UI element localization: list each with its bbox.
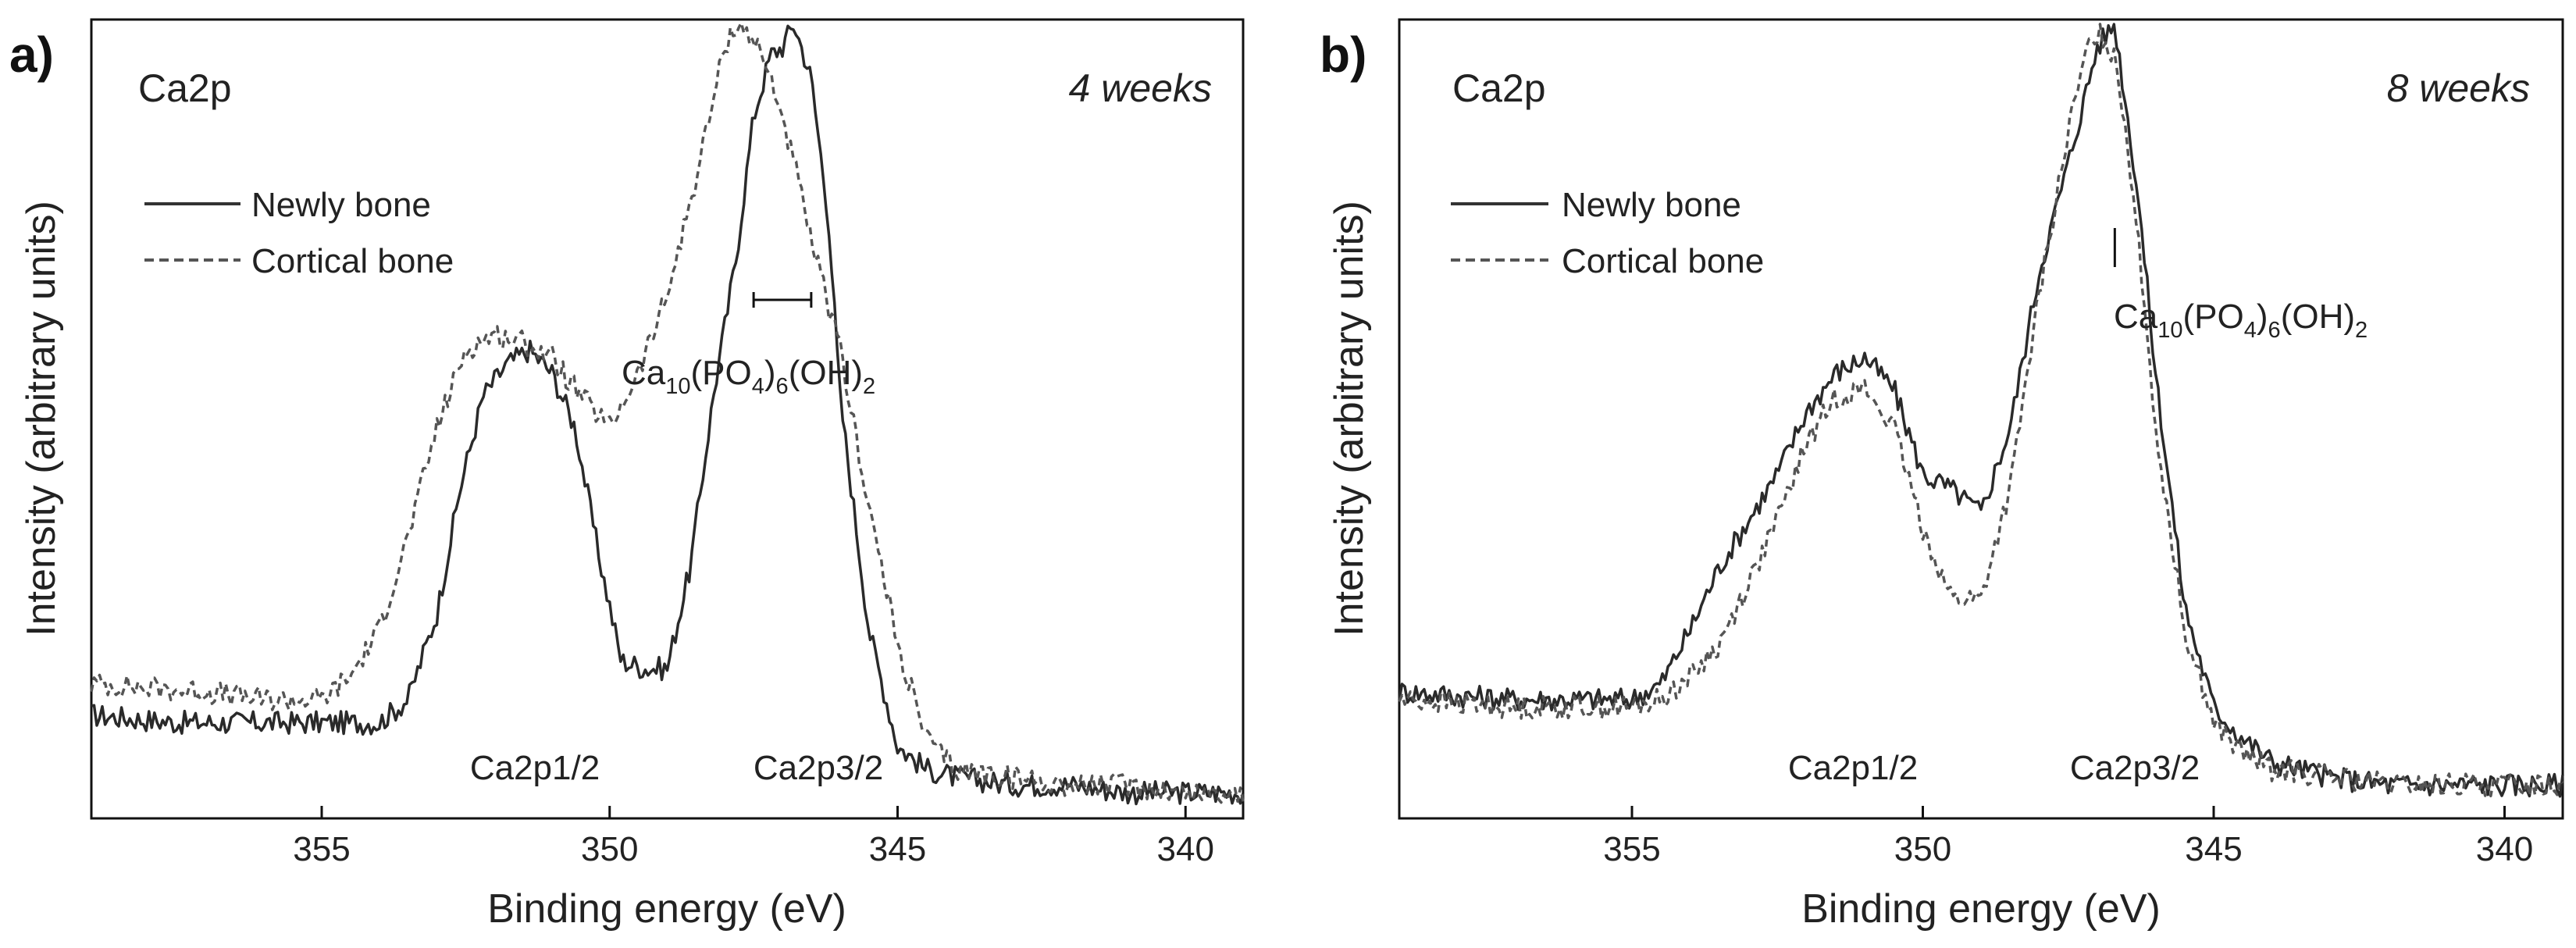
- compound-oh: (OH): [789, 354, 863, 392]
- compound-sub-10: 10: [2157, 318, 2182, 343]
- panel-b: b) Ca2p 8 weeks Newly bone Cortical bone…: [1320, 18, 2564, 932]
- panel-a-peak-label-1: Ca2p1/2: [470, 749, 600, 787]
- series-line-cortical-panel-a: [90, 21, 1245, 804]
- compound-sub-4: 4: [752, 374, 764, 399]
- panel-b-peak-label-1: Ca2p1/2: [1788, 749, 1918, 787]
- panel-b-legend-newly: Newly bone: [1562, 186, 1741, 224]
- panel-a-legend-newly: Newly bone: [251, 186, 431, 224]
- compound-ca: Ca: [622, 354, 666, 392]
- panel-b-letter: b): [1320, 27, 1366, 83]
- series-line-newly-panel-b: [1398, 23, 2564, 798]
- panel-a-time-label: 4 weeks: [1069, 66, 1212, 110]
- compound-sub-2: 2: [2355, 318, 2368, 343]
- x-tick-label-340: 340: [2476, 830, 2533, 868]
- x-tick-label-340: 340: [1157, 830, 1214, 868]
- series-line-cortical-panel-b: [1398, 23, 2564, 798]
- panel-b-plot-frame: [1398, 18, 2564, 820]
- panel-b-x-ticks: 355 350 345 340: [1603, 806, 2533, 868]
- panel-a-element-label: Ca2p: [138, 66, 232, 110]
- panel-b-peak-label-2: Ca2p3/2: [2070, 749, 2200, 787]
- panel-b-element-label: Ca2p: [1452, 66, 1546, 110]
- compound-sub-2: 2: [863, 374, 875, 399]
- compound-sub-6: 6: [776, 374, 789, 399]
- panel-b-time-label: 8 weeks: [2387, 66, 2530, 110]
- panel-b-y-axis-label: Intensity (arbitrary units): [1327, 201, 1372, 636]
- compound-po: (PO: [2183, 298, 2244, 336]
- panel-a-compound-label: Ca10(PO4)6(OH)2: [622, 354, 875, 399]
- compound-sub-10: 10: [665, 374, 690, 399]
- panel-a-peak-label-2: Ca2p3/2: [754, 749, 883, 787]
- compound-ca: Ca: [2114, 298, 2158, 336]
- x-tick-label-350: 350: [1894, 830, 1951, 868]
- x-tick-label-345: 345: [2185, 830, 2242, 868]
- panel-a: a) Ca2p 4 weeks Newly bone Cortical bone…: [9, 18, 1245, 932]
- panel-a-y-axis-label: Intensity (arbitrary units): [19, 201, 64, 636]
- panel-a-x-axis-label: Binding energy (eV): [487, 886, 846, 932]
- compound-sub-6: 6: [2268, 318, 2281, 343]
- panel-b-legend-cortical: Cortical bone: [1562, 242, 1764, 280]
- x-tick-label-355: 355: [1603, 830, 1660, 868]
- x-tick-label-355: 355: [293, 830, 350, 868]
- compound-oh: (OH): [2281, 298, 2355, 336]
- panel-b-x-axis-label: Binding energy (eV): [1801, 886, 2161, 932]
- panel-a-letter: a): [9, 27, 54, 83]
- x-tick-label-350: 350: [581, 830, 638, 868]
- compound-close: ): [2257, 298, 2268, 336]
- panel-a-plot-frame: [90, 18, 1245, 820]
- panel-a-series-group: [90, 21, 1245, 806]
- compound-sub-4: 4: [2244, 318, 2257, 343]
- panel-b-series-group: [1398, 23, 2564, 798]
- x-tick-label-345: 345: [869, 830, 926, 868]
- panel-a-x-ticks: 355 350 345 340: [293, 806, 1214, 868]
- panel-b-compound-label: Ca10(PO4)6(OH)2: [2114, 298, 2368, 343]
- compound-po: (PO: [691, 354, 752, 392]
- compound-close: ): [764, 354, 776, 392]
- series-line-newly-panel-a: [91, 24, 1245, 806]
- panel-a-legend-cortical: Cortical bone: [251, 242, 454, 280]
- panel-a-annotation-bar: [752, 292, 813, 308]
